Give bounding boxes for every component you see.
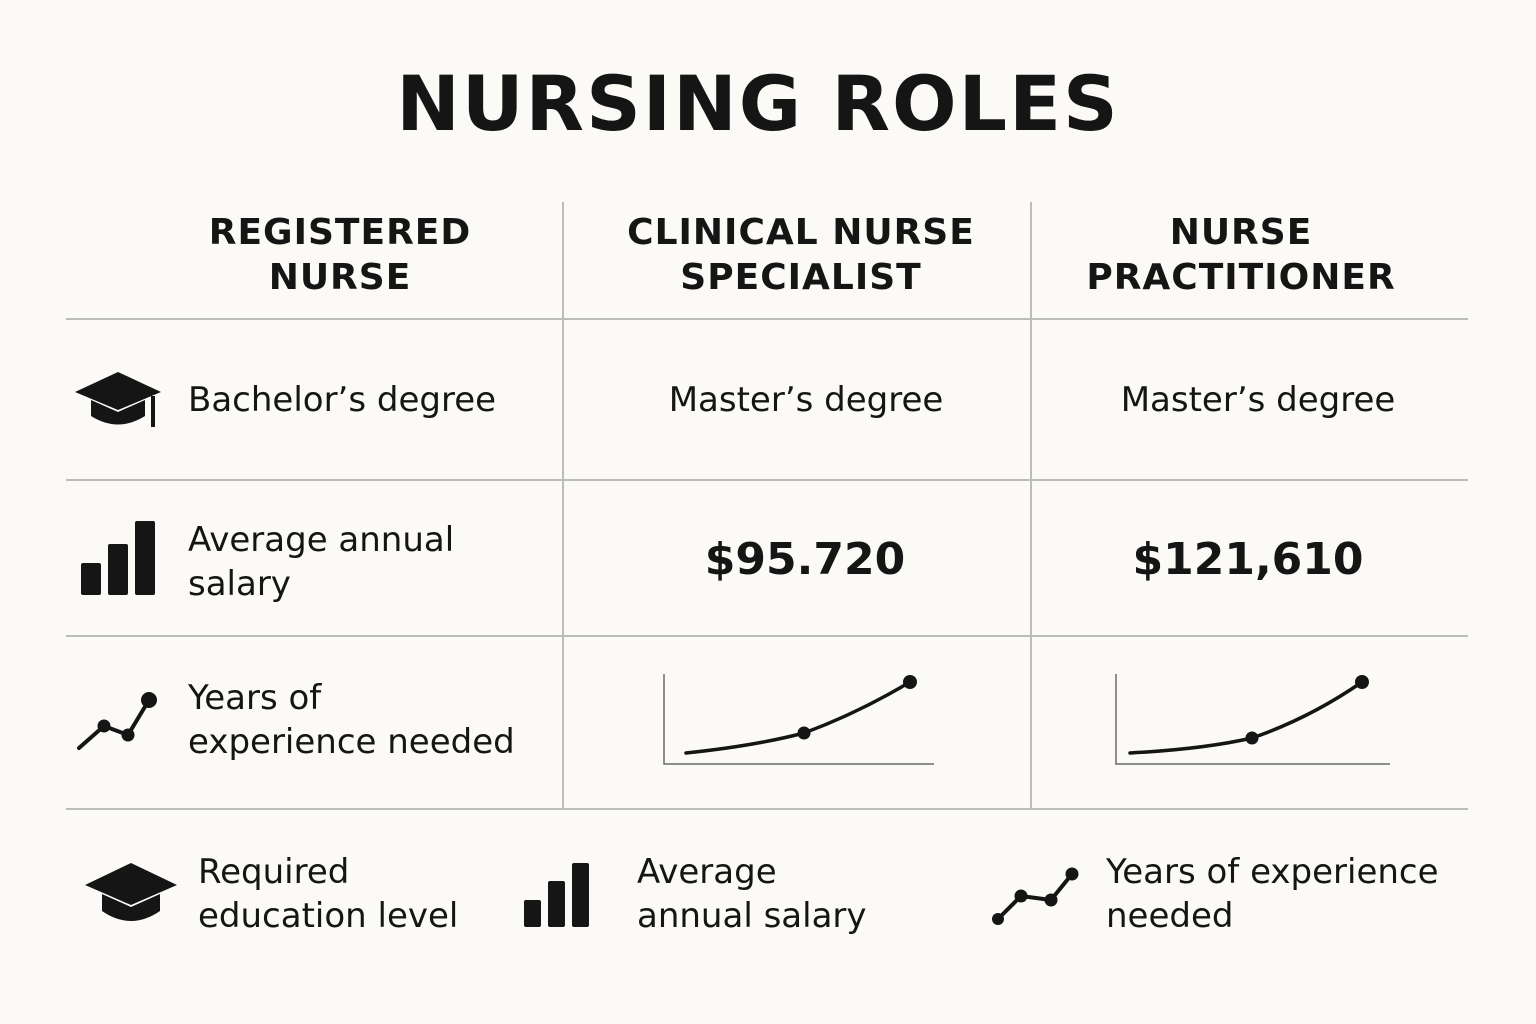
cell-education-clinical-nurse-specialist: Master’s degree bbox=[668, 380, 944, 420]
row-label-education: Bachelor’s degree bbox=[188, 380, 497, 420]
grid-line bbox=[562, 202, 564, 810]
row-label-salary: Average annual salary bbox=[188, 520, 455, 604]
graduation-cap-icon bbox=[83, 861, 179, 927]
legend-label-experience: Years of experience needed bbox=[1106, 852, 1439, 936]
graduation-cap-icon bbox=[74, 370, 162, 430]
column-header-clinical-nurse-specialist: CLINICAL NURSE SPECIALIST bbox=[627, 212, 975, 298]
column-header-nurse-practitioner: NURSE PRACTITIONER bbox=[1086, 212, 1396, 298]
trend-line-icon bbox=[74, 688, 164, 754]
experience-curve-nurse-practitioner bbox=[1114, 672, 1394, 768]
column-header-registered-nurse: REGISTERED NURSE bbox=[208, 212, 472, 298]
trend-line-icon bbox=[990, 864, 1082, 926]
bar-chart-icon bbox=[523, 862, 591, 928]
row-label-experience: Years of experience needed bbox=[188, 678, 515, 762]
experience-curve-clinical-nurse-specialist bbox=[662, 672, 938, 768]
cell-salary-clinical-nurse-specialist: $95.720 bbox=[704, 534, 906, 585]
page-title: NURSING ROLES bbox=[396, 59, 1120, 148]
legend-label-salary: Average annual salary bbox=[637, 852, 867, 936]
cell-education-nurse-practitioner: Master’s degree bbox=[1120, 380, 1396, 420]
cell-salary-nurse-practitioner: $121,610 bbox=[1132, 534, 1364, 585]
grid-line bbox=[1030, 202, 1032, 810]
legend-label-education: Required education level bbox=[198, 852, 459, 936]
grid-line bbox=[66, 635, 1468, 637]
bar-chart-icon bbox=[80, 520, 156, 596]
grid-line bbox=[66, 318, 1468, 320]
grid-line bbox=[66, 479, 1468, 481]
grid-line bbox=[66, 808, 1468, 810]
